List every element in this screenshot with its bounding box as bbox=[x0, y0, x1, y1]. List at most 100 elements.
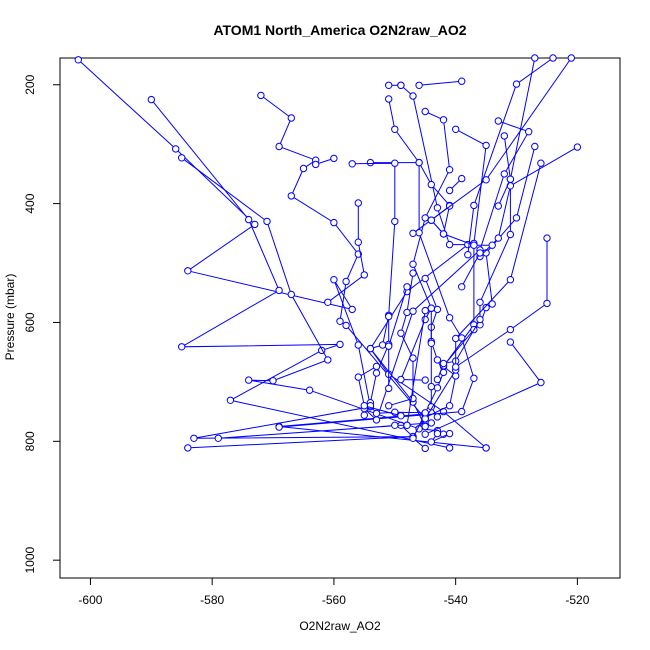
data-point bbox=[458, 77, 466, 85]
data-point bbox=[385, 342, 393, 350]
series-37 bbox=[427, 429, 454, 446]
series-line bbox=[455, 238, 548, 368]
series-28 bbox=[385, 283, 411, 393]
series-21 bbox=[433, 132, 515, 384]
data-point bbox=[433, 305, 442, 314]
data-point bbox=[354, 238, 362, 246]
data-point bbox=[184, 444, 192, 452]
data-point bbox=[433, 384, 442, 392]
data-point bbox=[470, 241, 478, 249]
data-point bbox=[275, 286, 283, 295]
data-point bbox=[506, 325, 515, 334]
data-point bbox=[421, 274, 429, 283]
series-36 bbox=[354, 362, 405, 420]
data-point bbox=[391, 125, 399, 134]
data-point bbox=[372, 416, 381, 424]
data-point bbox=[427, 304, 435, 312]
data-point bbox=[445, 444, 454, 452]
data-point bbox=[354, 199, 362, 207]
x-tick-label: -600 bbox=[78, 593, 102, 607]
data-point bbox=[385, 312, 393, 321]
data-point bbox=[573, 143, 582, 151]
data-point bbox=[452, 363, 460, 371]
series-9 bbox=[397, 107, 454, 384]
data-point bbox=[324, 298, 332, 306]
data-point bbox=[391, 421, 399, 429]
series-line bbox=[279, 162, 475, 428]
x-tick-label: -560 bbox=[322, 593, 346, 607]
series-35 bbox=[366, 402, 429, 418]
data-point bbox=[458, 334, 466, 342]
data-point bbox=[506, 230, 515, 239]
data-point bbox=[348, 160, 356, 168]
y-tick-label: 1000 bbox=[23, 547, 37, 574]
series-line bbox=[479, 146, 578, 257]
data-point bbox=[470, 201, 478, 210]
data-point bbox=[421, 376, 429, 384]
data-point bbox=[415, 81, 423, 90]
data-point bbox=[287, 290, 295, 299]
data-point bbox=[488, 300, 496, 308]
series-line bbox=[388, 273, 414, 407]
data-point bbox=[525, 128, 533, 136]
data-point bbox=[409, 307, 417, 315]
data-point bbox=[74, 56, 83, 64]
data-point bbox=[421, 422, 429, 431]
data-point bbox=[439, 116, 448, 124]
data-point bbox=[287, 114, 295, 122]
data-point bbox=[263, 217, 271, 226]
data-point bbox=[342, 277, 350, 286]
series-line bbox=[419, 80, 462, 86]
series-11 bbox=[275, 158, 478, 431]
data-point bbox=[190, 434, 198, 442]
data-point bbox=[482, 444, 490, 452]
data-point bbox=[409, 92, 417, 100]
data-point bbox=[543, 299, 551, 308]
data-point bbox=[421, 306, 429, 315]
data-point bbox=[439, 359, 448, 368]
data-point bbox=[385, 81, 393, 90]
series-line bbox=[327, 203, 365, 303]
data-point bbox=[299, 164, 308, 173]
data-point bbox=[445, 314, 454, 322]
series-line bbox=[150, 99, 450, 449]
series-line bbox=[461, 252, 481, 288]
data-point bbox=[421, 214, 429, 222]
data-point bbox=[427, 419, 435, 427]
data-point bbox=[506, 276, 515, 284]
data-point bbox=[433, 429, 442, 438]
data-point bbox=[482, 303, 490, 312]
y-tick-label: 600 bbox=[23, 312, 37, 332]
data-point bbox=[360, 411, 368, 419]
data-point bbox=[452, 125, 460, 134]
series-26 bbox=[458, 249, 484, 291]
data-point bbox=[403, 283, 411, 291]
series-1 bbox=[74, 56, 435, 442]
series-line bbox=[430, 219, 493, 246]
data-point bbox=[324, 356, 332, 364]
data-point bbox=[305, 386, 314, 394]
data-point bbox=[476, 315, 484, 324]
y-axis: 200 400 600 800 1000 bbox=[23, 74, 61, 574]
series-10 bbox=[421, 125, 490, 422]
x-tick-label: -580 bbox=[200, 593, 224, 607]
data-point bbox=[427, 382, 435, 391]
data-point bbox=[409, 434, 417, 442]
data-point bbox=[427, 438, 435, 446]
data-point bbox=[172, 145, 180, 153]
series-line bbox=[352, 162, 444, 435]
data-point bbox=[251, 220, 259, 229]
data-point bbox=[360, 402, 368, 410]
data-point bbox=[445, 166, 454, 174]
data-point bbox=[366, 344, 375, 353]
data-point bbox=[312, 160, 320, 169]
series-line bbox=[467, 57, 554, 255]
data-point bbox=[458, 407, 466, 416]
data-point bbox=[415, 158, 423, 167]
data-point bbox=[372, 362, 381, 371]
series-33 bbox=[494, 54, 539, 210]
data-point bbox=[275, 142, 283, 151]
series-12 bbox=[348, 159, 448, 438]
data-point bbox=[336, 340, 344, 349]
